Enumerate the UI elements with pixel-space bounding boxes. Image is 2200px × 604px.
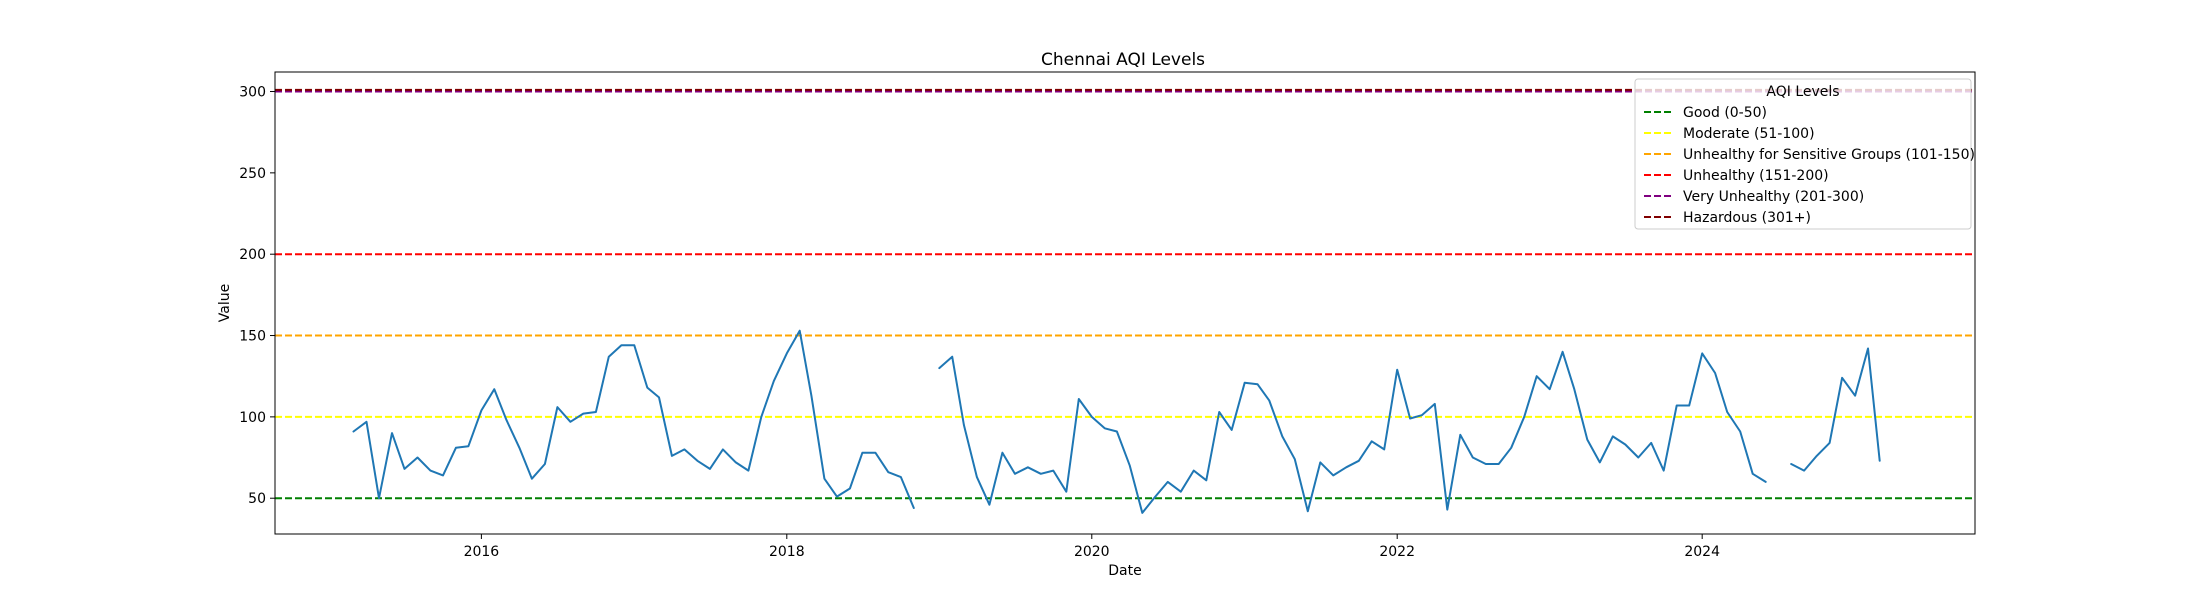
plot-frame — [274, 71, 1976, 535]
legend-label-2: Unhealthy for Sensitive Groups (101-150) — [1683, 147, 1975, 163]
y-axis-ticks: 50 100 150 200 250 300 — [239, 85, 275, 507]
chart-title: Chennai AQI Levels — [1041, 50, 1205, 70]
x-tick-label-2020: 2020 — [1074, 544, 1110, 560]
legend-label-0: Good (0-50) — [1683, 105, 1767, 121]
x-axis-label: Date — [1108, 563, 1141, 579]
y-tick-label-250: 250 — [239, 166, 266, 182]
y-tick-label-200: 200 — [239, 247, 266, 263]
legend-box — [1634, 78, 1972, 230]
legend-label-5: Hazardous (301+) — [1683, 210, 1811, 226]
series-0-segment-0 — [352, 329, 915, 509]
y-tick-label-50: 50 — [248, 491, 266, 507]
y-tick-label-100: 100 — [239, 410, 266, 426]
y-tick-label-150: 150 — [239, 329, 266, 345]
series-0-segment-2 — [1790, 347, 1881, 472]
series-0-segment-1 — [938, 350, 1767, 514]
legend: AQI Levels Good (0-50) Moderate (51-100) U… — [1634, 78, 1975, 230]
threshold-lines — [275, 88, 1975, 500]
x-tick-label-2018: 2018 — [769, 544, 805, 560]
x-tick-label-2016: 2016 — [464, 544, 500, 560]
legend-title: AQI Levels — [1766, 84, 1839, 100]
x-tick-label-2022: 2022 — [1379, 544, 1415, 560]
legend-label-4: Very Unhealthy (201-300) — [1683, 189, 1864, 205]
x-tick-label-2024: 2024 — [1684, 544, 1720, 560]
legend-entries: Good (0-50) Moderate (51-100) Unhealthy fo… — [1644, 105, 1975, 226]
legend-label-3: Unhealthy (151-200) — [1683, 168, 1829, 184]
x-axis-ticks: 2016 2018 2020 2022 2024 — [464, 534, 1720, 560]
y-tick-label-300: 300 — [239, 85, 266, 101]
legend-label-1: Moderate (51-100) — [1683, 126, 1815, 142]
series-layer — [352, 329, 1881, 514]
y-axis-label: Value — [217, 284, 233, 322]
